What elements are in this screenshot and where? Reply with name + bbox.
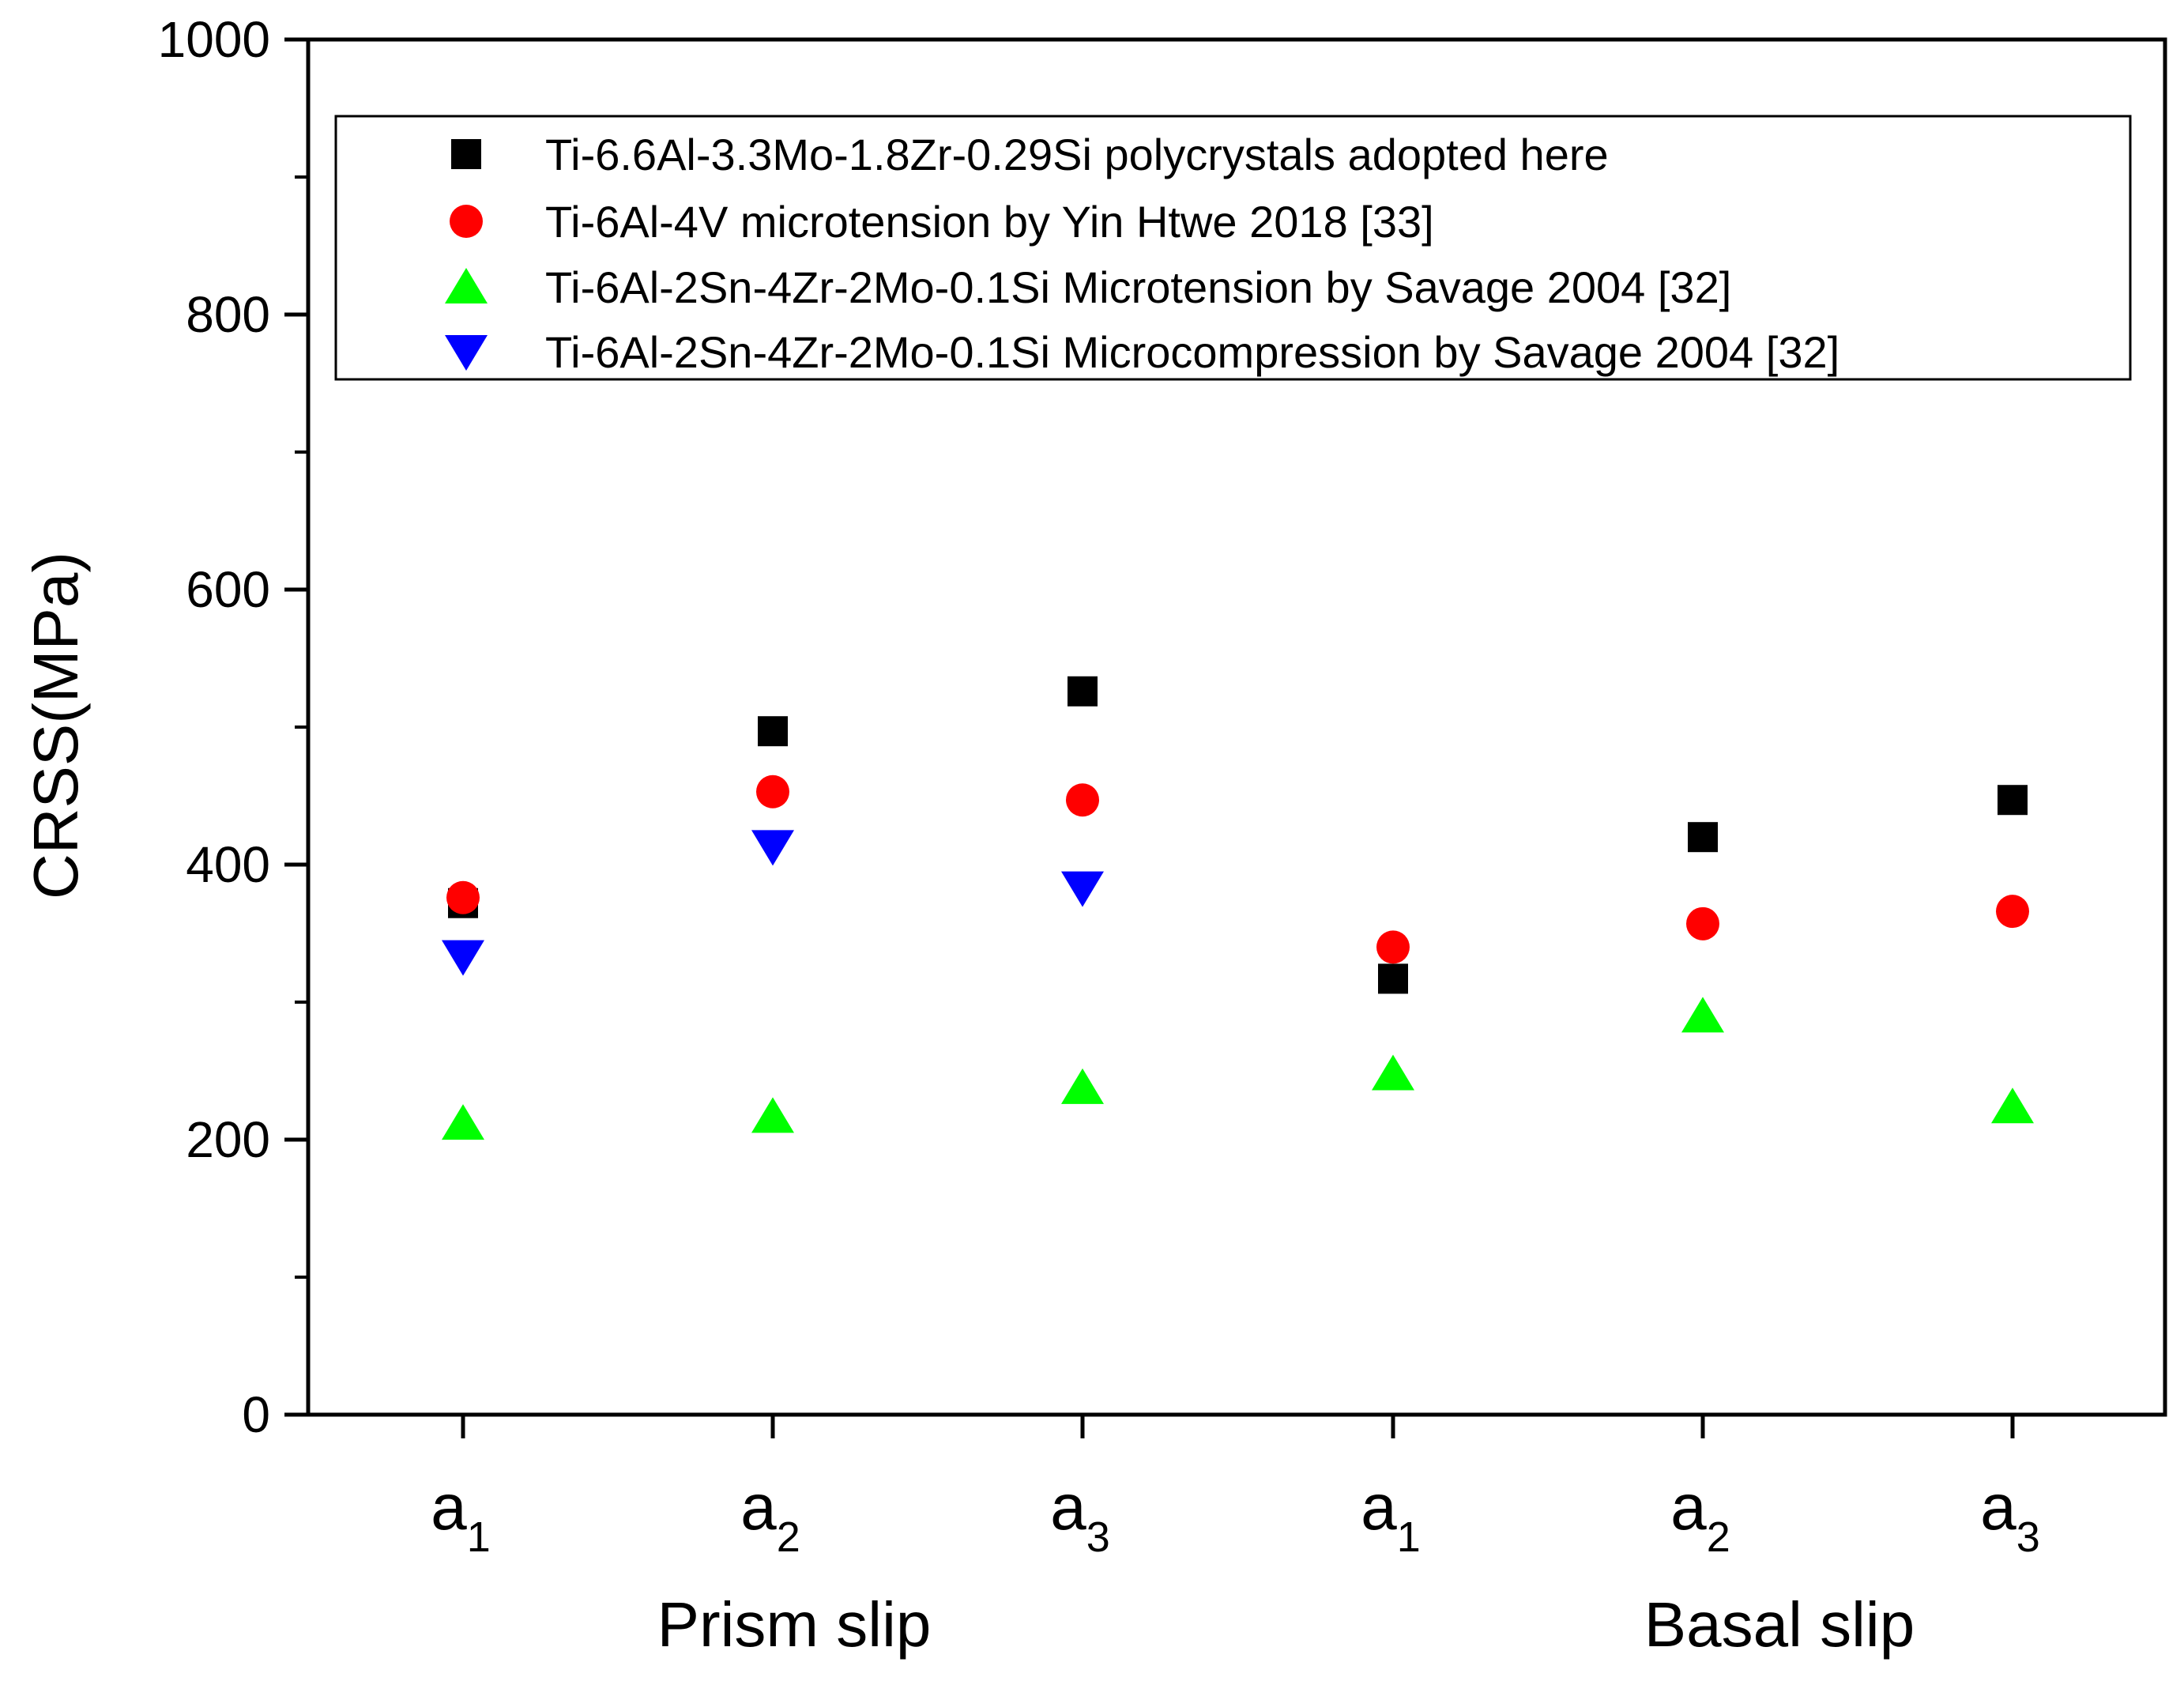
x-group-label: Prism slip [657, 1589, 932, 1660]
legend-item: Ti-6Al-4V microtension by Yin Htwe 2018 … [450, 197, 1434, 247]
series-circle [446, 775, 2029, 964]
data-point-triangle-up [751, 1097, 794, 1133]
data-point-triangle-up [1681, 997, 1724, 1033]
legend-item: Ti-6Al-2Sn-4Zr-2Mo-0.1Si Microcompressio… [445, 327, 1839, 377]
y-axis: 0 200 400 600 800 1000 [158, 11, 308, 1443]
data-point-circle [446, 880, 480, 914]
data-point-triangle-down [442, 940, 484, 976]
data-point-triangle-up [442, 1104, 484, 1140]
data-point-triangle-up [1061, 1068, 1104, 1104]
y-tick-label: 400 [186, 836, 270, 893]
data-point-circle [756, 775, 789, 808]
data-point-square [1688, 822, 1718, 853]
x-category-label: a2 [740, 1472, 800, 1561]
data-point-circle [1996, 895, 2029, 929]
legend-label: Ti-6.6Al-3.3Mo-1.8Zr-0.29Si polycrystals… [545, 130, 1609, 179]
data-point-square [1378, 963, 1408, 994]
series-triangle-up [442, 997, 2034, 1140]
legend-box [334, 115, 2132, 381]
legend-item: Ti-6.6Al-3.3Mo-1.8Zr-0.29Si polycrystals… [451, 130, 1609, 179]
data-point-square [1998, 785, 2028, 816]
y-tick-label: 800 [186, 286, 270, 343]
x-category-label: a2 [1670, 1472, 1730, 1561]
data-point-triangle-down [1061, 871, 1104, 907]
legend-label: Ti-6Al-2Sn-4Zr-2Mo-0.1Si Microtension by… [545, 262, 1731, 312]
x-category-label: a3 [1050, 1472, 1110, 1561]
legend-label: Ti-6Al-2Sn-4Zr-2Mo-0.1Si Microcompressio… [545, 327, 1839, 377]
legend-label: Ti-6Al-4V microtension by Yin Htwe 2018 … [545, 197, 1434, 247]
y-tick-label: 600 [186, 561, 270, 618]
y-tick-label: 1000 [158, 11, 270, 68]
data-point-square [758, 716, 788, 747]
y-tick-label: 200 [186, 1111, 270, 1168]
data-point-triangle-down [751, 830, 794, 866]
data-point-triangle-up [1991, 1087, 2034, 1124]
data-point-circle [1686, 906, 1719, 940]
legend-marker-square [451, 139, 481, 169]
legend-marker-circle [450, 205, 483, 238]
series-square [448, 676, 2028, 994]
series-triangle-down [442, 830, 1104, 976]
y-tick-label: 0 [242, 1386, 270, 1443]
series-layer [442, 676, 2034, 1140]
x-category-label: a1 [431, 1472, 491, 1561]
data-point-circle [1066, 783, 1099, 817]
legend-marker-triangle-up [445, 268, 488, 303]
x-category-label: a1 [1361, 1472, 1421, 1561]
x-axis: a1 a2 a3 a1 a2 a3 Prism slip Basal slip [431, 1415, 2040, 1660]
data-point-square [1068, 676, 1098, 707]
x-category-label: a3 [1980, 1472, 2040, 1561]
x-group-label: Basal slip [1644, 1589, 1915, 1660]
data-point-triangle-up [1372, 1054, 1414, 1091]
legend-item: Ti-6Al-2Sn-4Zr-2Mo-0.1Si Microtension by… [445, 262, 1731, 312]
legend: Ti-6.6Al-3.3Mo-1.8Zr-0.29Si polycrystals… [334, 115, 2132, 381]
data-point-circle [1376, 930, 1410, 964]
y-axis-label: CRSS(MPa) [21, 552, 91, 899]
legend-marker-triangle-down [445, 335, 488, 371]
